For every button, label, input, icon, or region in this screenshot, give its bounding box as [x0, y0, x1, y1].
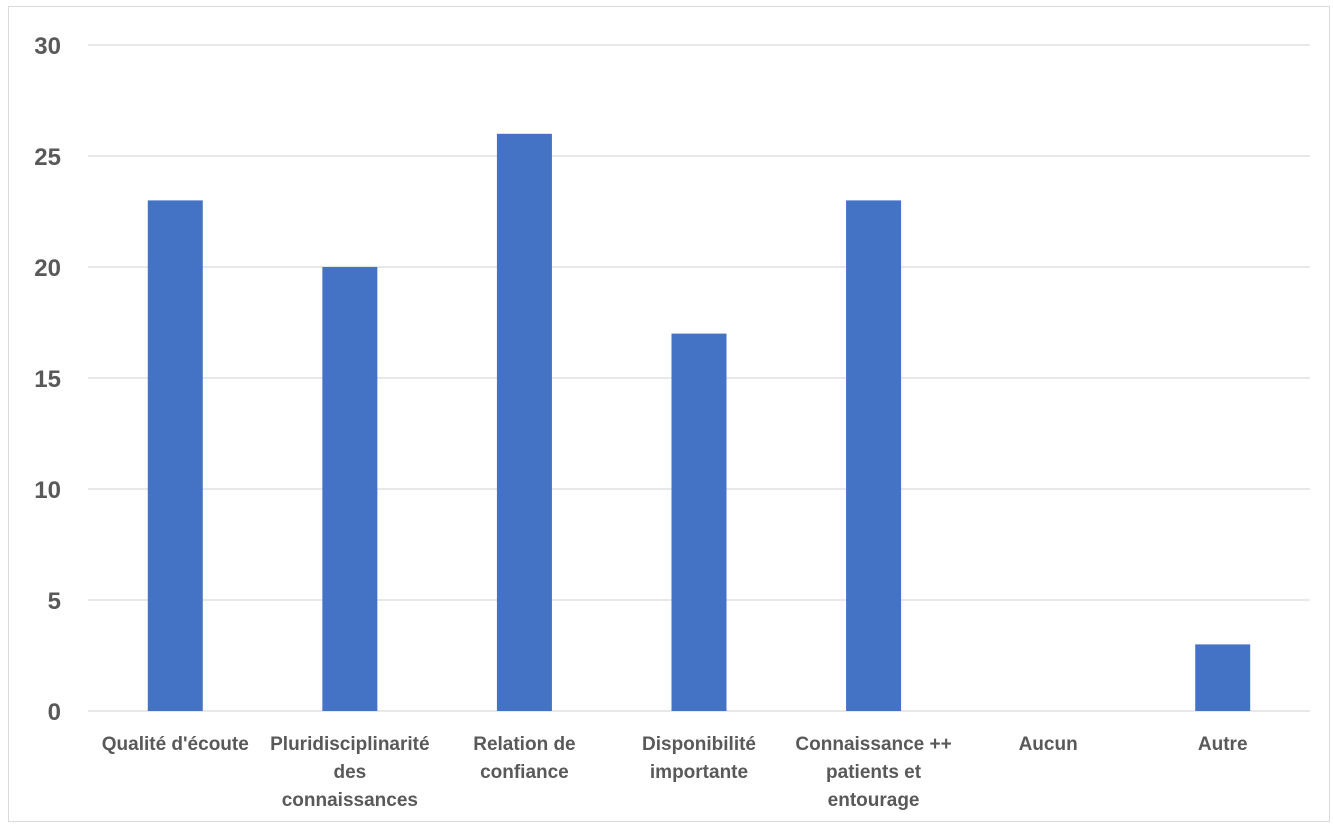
gridlines [88, 44, 1310, 712]
y-tick-label: 25 [34, 144, 61, 171]
bar [1195, 644, 1251, 711]
y-tick-label: 30 [34, 33, 61, 60]
x-axis-ticks: Qualité d'écoute Pluridisciplinarité des co… [102, 734, 1248, 811]
x-tick-label: Disponibilité importante [642, 734, 756, 783]
y-tick-label: 20 [34, 255, 61, 282]
x-tick-label: Autre [1198, 734, 1248, 755]
bars [147, 133, 1251, 712]
y-tick-label: 15 [34, 366, 61, 393]
x-tick-label: Relation de confiance [473, 734, 575, 783]
x-tick-label: Connaissance ++ patients et entourage [795, 734, 951, 811]
bar [147, 200, 203, 711]
x-tick-label: Qualité d'écoute [102, 734, 249, 755]
y-tick-label: 0 [48, 699, 61, 726]
bar [322, 267, 378, 711]
y-tick-label: 5 [48, 588, 61, 615]
bar [671, 333, 727, 711]
bar [846, 200, 902, 711]
y-tick-label: 10 [34, 477, 61, 504]
chart-frame [8, 6, 1330, 822]
y-axis-ticks: 0 5 10 15 20 25 30 [34, 33, 61, 726]
x-tick-label: Pluridisciplinarité des connaissances [270, 734, 429, 811]
x-tick-label: Aucun [1019, 734, 1078, 755]
bar [496, 133, 552, 712]
